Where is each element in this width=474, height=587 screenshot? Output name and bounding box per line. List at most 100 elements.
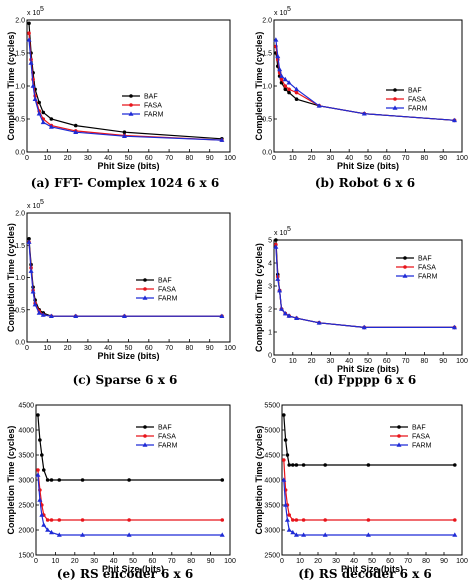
- y-exponent-power: 5: [40, 6, 44, 13]
- y-tick-label: 1: [268, 330, 272, 337]
- x-tick-label: 60: [149, 558, 157, 565]
- legend-label-fasa: FASA: [418, 265, 436, 272]
- legend-label-farm: FARM: [158, 443, 178, 450]
- data-point-farm: [126, 532, 132, 537]
- legend-label-baf: BAF: [158, 425, 172, 432]
- data-point-farm: [290, 529, 296, 535]
- data-point-baf: [283, 87, 288, 92]
- x-tick-label: 10: [289, 358, 297, 365]
- panel-caption: (a) FFT- Complex 1024 6 x 6: [31, 176, 219, 190]
- legend-marker-baf: [143, 425, 147, 429]
- series-line-baf: [28, 238, 222, 317]
- x-tick-label: 30: [90, 558, 98, 565]
- data-point-baf: [283, 438, 288, 442]
- data-point-farm: [273, 244, 279, 249]
- data-point-farm: [361, 111, 367, 116]
- legend-label-farm: FARM: [408, 106, 428, 113]
- legend: BAF FASA FARM: [386, 88, 428, 113]
- data-point-baf: [57, 478, 62, 482]
- data-point-farm: [361, 324, 367, 330]
- x-tick-label: 90: [439, 155, 447, 162]
- data-point-fasa: [366, 518, 371, 522]
- x-tick-label: 90: [440, 558, 448, 565]
- data-point-baf: [45, 478, 50, 482]
- data-point-farm: [275, 276, 281, 281]
- x-tick-label: 90: [439, 358, 447, 365]
- x-tick-label: 80: [187, 558, 195, 565]
- data-point-baf: [294, 97, 299, 101]
- data-point-farm: [279, 73, 285, 78]
- legend-label-baf: BAF: [418, 256, 432, 263]
- series-line-baf: [37, 414, 223, 481]
- y-tick-label: 5000: [264, 428, 280, 435]
- data-point-farm: [322, 532, 328, 537]
- data-point-farm: [40, 312, 46, 317]
- data-point-baf: [282, 413, 286, 417]
- data-point-farm: [30, 289, 36, 294]
- x-tick-label: 20: [308, 358, 316, 365]
- x-tick-label: 80: [421, 358, 429, 365]
- y-axis-label: Completion Time (cycles): [6, 32, 16, 141]
- data-point-farm: [277, 66, 283, 72]
- legend-marker-fasa: [397, 434, 401, 438]
- data-point-farm: [73, 313, 79, 318]
- data-point-farm: [284, 517, 290, 522]
- data-point-fasa: [220, 518, 225, 522]
- data-point-baf: [49, 478, 54, 482]
- legend-marker-fasa: [143, 434, 147, 438]
- series-line-baf: [28, 23, 222, 140]
- y-tick-label: 1.0: [262, 84, 272, 91]
- y-tick-label: 2.0: [15, 211, 25, 218]
- x-tick-label: 0: [272, 155, 276, 162]
- legend-label-fasa: FASA: [408, 97, 426, 104]
- legend: BAF FASA FARM: [136, 278, 178, 303]
- data-point-baf: [80, 478, 85, 482]
- y-axis-label: Completion Time (cycles): [254, 243, 264, 352]
- x-tick-label: 60: [386, 558, 394, 565]
- data-point-fasa: [80, 518, 85, 522]
- data-point-farm: [452, 532, 458, 537]
- legend-marker-fasa: [393, 97, 397, 101]
- data-point-farm: [35, 472, 41, 477]
- x-tick-label: 10: [43, 345, 51, 352]
- x-tick-label: 20: [64, 155, 72, 162]
- data-point-farm: [30, 83, 36, 88]
- data-point-farm: [281, 477, 287, 482]
- data-point-baf: [291, 463, 295, 467]
- y-tick-label: 0.5: [15, 307, 25, 314]
- y-exponent-power: 5: [287, 226, 291, 233]
- y-tick-label: 0.5: [262, 117, 272, 124]
- legend-label-fasa: FASA: [144, 103, 162, 110]
- data-point-baf: [453, 463, 457, 467]
- x-tick-label: 10: [43, 155, 51, 162]
- data-point-baf: [285, 453, 290, 457]
- y-tick-label: 4000: [264, 478, 280, 485]
- x-tick-label: 20: [64, 345, 72, 352]
- data-point-baf: [27, 21, 31, 26]
- y-tick-label: 1.0: [15, 275, 25, 282]
- chart-panel-rsdec: 0 10 20 30 40 50 60 70 80 90 100 2500 3000 3500 4000 45…: [254, 403, 468, 582]
- y-exponent-label: x 10: [274, 10, 287, 17]
- legend-marker-farm: [142, 442, 148, 447]
- data-point-farm: [316, 103, 322, 108]
- x-tick-label: 70: [168, 558, 176, 565]
- data-point-baf: [220, 478, 225, 482]
- y-tick-label: 2500: [264, 553, 280, 560]
- x-tick-label: 100: [224, 155, 236, 162]
- data-point-baf: [287, 463, 292, 467]
- data-point-fasa: [294, 518, 299, 522]
- x-tick-label: 70: [165, 155, 173, 162]
- legend-marker-baf: [129, 94, 133, 98]
- legend-label-farm: FARM: [418, 274, 438, 281]
- series-line-farm: [275, 39, 455, 121]
- data-point-farm: [32, 301, 38, 307]
- series-line-farm: [37, 474, 223, 536]
- x-tick-label: 90: [207, 558, 215, 565]
- data-point-baf: [41, 468, 46, 472]
- y-tick-label: 5500: [264, 403, 280, 410]
- x-tick-label: 50: [368, 558, 376, 565]
- x-tick-label: 40: [345, 358, 353, 365]
- data-point-farm: [39, 512, 45, 517]
- data-point-fasa: [282, 458, 286, 462]
- y-axis-label: Completion Time (cycles): [254, 426, 264, 535]
